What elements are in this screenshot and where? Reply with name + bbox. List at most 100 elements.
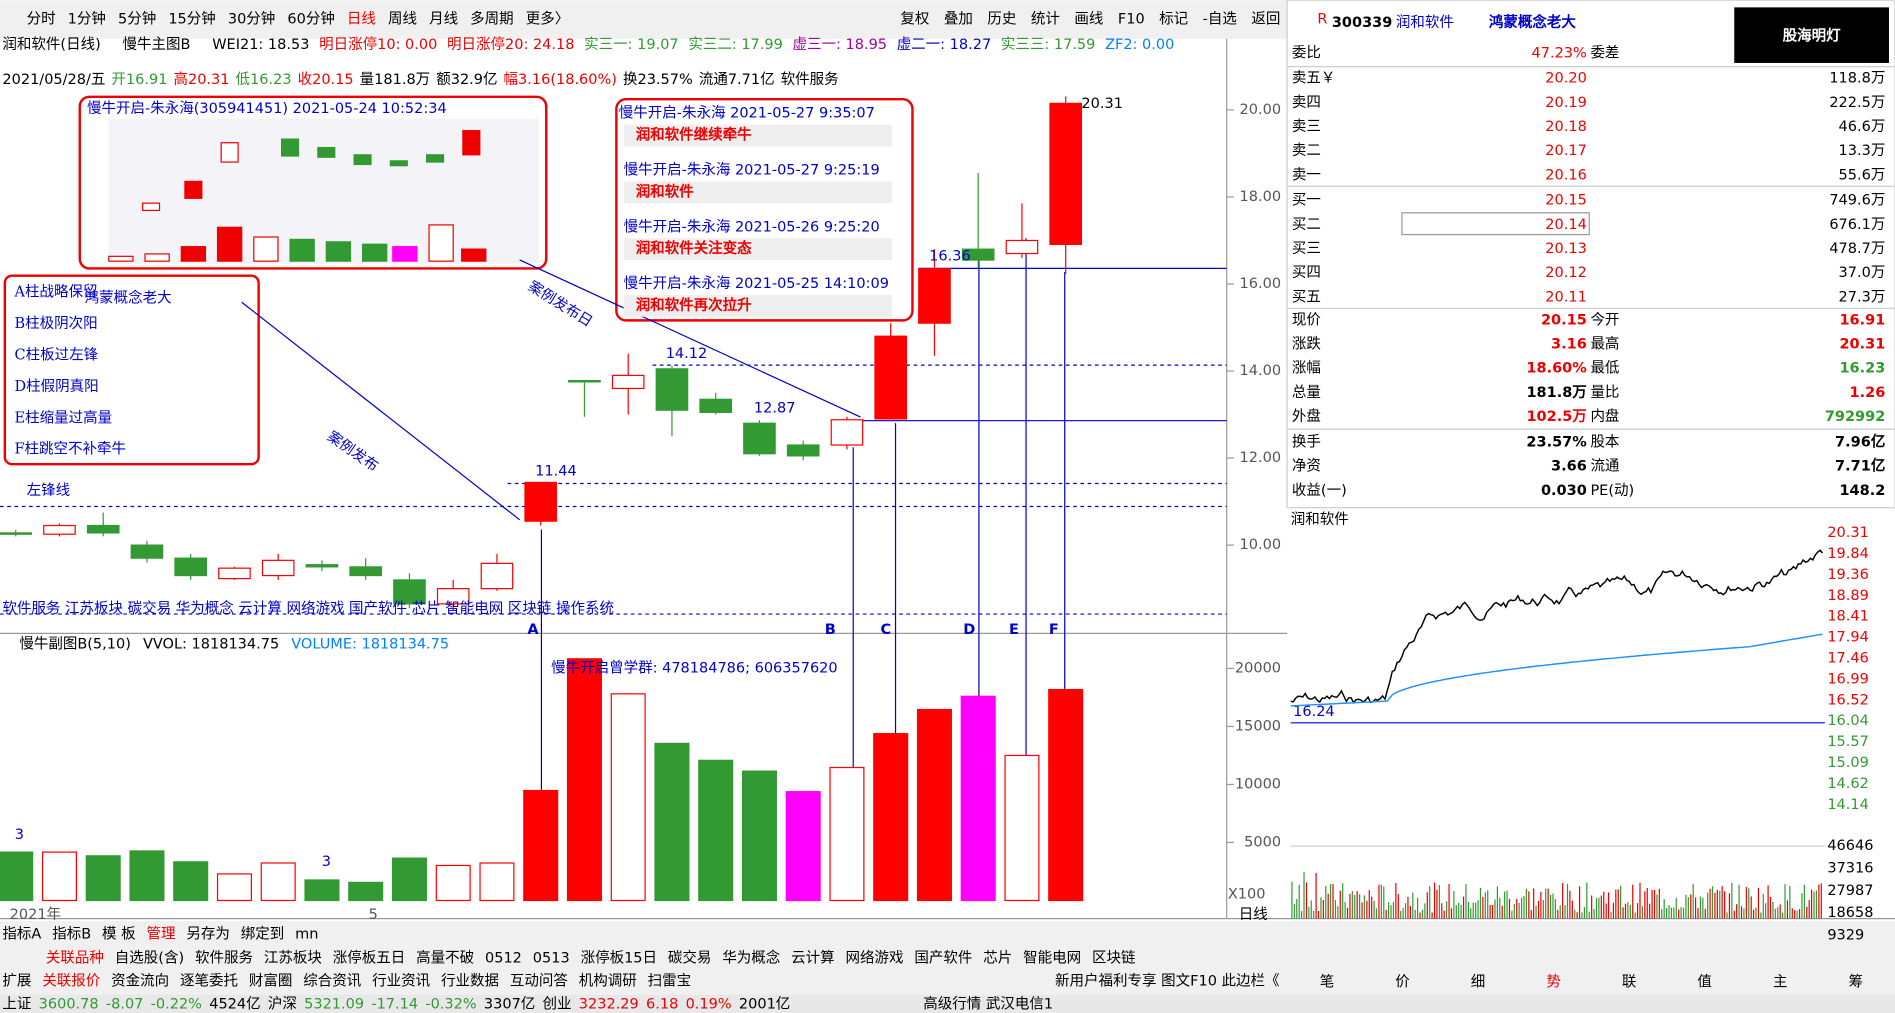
book-volume: 222.5万: [1829, 95, 1885, 111]
side-tab[interactable]: 细: [1471, 974, 1486, 991]
bottom-tab[interactable]: 0513: [533, 950, 570, 966]
side-tab[interactable]: 笔: [1320, 974, 1335, 991]
tool-button[interactable]: 返回: [1251, 10, 1280, 27]
side-tab[interactable]: 筹: [1848, 974, 1863, 991]
book-price: 20.13: [1545, 241, 1587, 257]
bottom-tab[interactable]: 软件服务: [195, 949, 253, 966]
period-tab[interactable]: 周线: [388, 10, 417, 27]
period-tab[interactable]: 月线: [429, 10, 458, 27]
arrows: [241, 238, 1066, 791]
bottom-tab[interactable]: 管理: [147, 925, 176, 942]
legend-line: B柱极阴次阳: [15, 315, 98, 332]
bottom-tab[interactable]: 综合资讯: [303, 972, 361, 989]
period-tab[interactable]: 60分钟: [287, 10, 334, 27]
bottom-tab[interactable]: 模 板: [102, 924, 136, 942]
candle-body: [830, 419, 864, 446]
bottom-tab[interactable]: 关联品种: [46, 949, 104, 966]
candle-body: [174, 557, 208, 577]
y-tick-label: 20.00: [1240, 102, 1282, 118]
side-tab[interactable]: 联: [1622, 974, 1637, 991]
side-tab[interactable]: 价: [1395, 975, 1410, 991]
status-item: 6.18: [646, 996, 678, 1012]
stat-value: 7.96亿: [1835, 432, 1885, 450]
stat-label: 涨跌: [1292, 336, 1322, 353]
bottom-tab[interactable]: 财富圈: [249, 971, 292, 989]
period-label: 日线: [1239, 906, 1268, 923]
period-tab[interactable]: 多周期: [470, 10, 513, 27]
book-price: 20.16: [1545, 167, 1587, 183]
bottom-tab[interactable]: 互动问答: [510, 972, 568, 989]
stock-name: 润和软件: [1396, 14, 1454, 31]
stat-value: 16.91: [1839, 312, 1885, 328]
period-tab[interactable]: 分时: [27, 10, 56, 27]
bottom-tab[interactable]: 扫雷宝: [648, 972, 692, 989]
period-tab[interactable]: 30分钟: [228, 10, 275, 27]
tool-button[interactable]: 历史: [987, 10, 1016, 27]
bottom-tab[interactable]: 国产软件: [914, 949, 972, 966]
bottom-tab[interactable]: 绑定到: [241, 925, 284, 942]
book-label: 买二: [1292, 216, 1321, 233]
stat-label: 涨幅: [1292, 360, 1321, 377]
bottom-tab[interactable]: 涨停板五日: [333, 948, 406, 966]
bottom-tab[interactable]: mn: [295, 926, 318, 942]
intraday-price: 16.04: [1827, 713, 1869, 729]
tool-button[interactable]: 复权: [900, 9, 929, 27]
tool-button[interactable]: F10: [1118, 11, 1145, 27]
intraday-price: 14.14: [1827, 797, 1869, 813]
bottom-tab[interactable]: 另存为: [186, 925, 230, 942]
candle-body: [43, 524, 76, 535]
bottom-tab[interactable]: 行业资讯: [372, 972, 430, 989]
bottom-tab[interactable]: 关联报价: [42, 972, 100, 989]
period-tab[interactable]: 15分钟: [168, 10, 215, 27]
thumb-volume: [361, 243, 388, 262]
tool-button[interactable]: 叠加: [944, 10, 973, 27]
bottom-tab[interactable]: 逐笔委托: [180, 972, 238, 989]
bottom-tab[interactable]: 智能电网: [1023, 949, 1081, 966]
intraday-volume: 18658: [1827, 905, 1873, 921]
status-item: 3600.78: [39, 996, 99, 1012]
side-tab[interactable]: 主: [1773, 974, 1788, 991]
book-label: 卖四: [1292, 94, 1321, 111]
bottom-tab[interactable]: 指标A: [2, 925, 41, 942]
bottom-tab[interactable]: 区块链: [1092, 949, 1136, 966]
bottom-tab[interactable]: 机构调研: [579, 972, 637, 989]
book-price: 20.12: [1545, 265, 1587, 281]
bottom-tab[interactable]: 云计算: [791, 949, 835, 966]
tool-button[interactable]: 标记: [1159, 10, 1188, 27]
bottom-tab[interactable]: 网络游戏: [846, 949, 904, 966]
candle-body: [874, 335, 908, 420]
side-tab[interactable]: 值: [1697, 974, 1712, 991]
bottom-tab[interactable]: 高量不破: [416, 949, 474, 966]
bottom-tab[interactable]: 芯片: [983, 949, 1012, 966]
bottom-tab[interactable]: 碳交易: [668, 948, 711, 966]
bottom-tab[interactable]: 行业数据: [441, 972, 499, 989]
bottom-tab[interactable]: 0512: [485, 950, 522, 966]
legend-line: F柱跳空不补牵牛: [15, 441, 127, 458]
book-label: 卖五￥: [1292, 70, 1336, 87]
stat-value: 3.66: [1551, 459, 1587, 475]
bottom-tab[interactable]: 自选股(含): [115, 949, 184, 966]
period-tab[interactable]: 更多〉: [526, 10, 569, 27]
bottom-tab[interactable]: 涨停板15日: [581, 948, 657, 966]
bottom-tab[interactable]: 华为概念: [722, 948, 780, 966]
bottom-tab[interactable]: 江苏板块: [264, 948, 322, 966]
message-time: 慢牛开启-朱永海 2021-05-27 9:35:07: [619, 105, 875, 122]
price-label: 11.44: [535, 463, 577, 479]
thumb-candle: [389, 160, 408, 167]
bottom-tab[interactable]: 扩展: [2, 972, 31, 989]
period-tab[interactable]: 日线: [347, 10, 376, 27]
bottom-tab[interactable]: 资金流向: [111, 972, 169, 989]
bottom-tab[interactable]: 指标B: [52, 925, 91, 942]
stat-label: 流通: [1590, 458, 1619, 475]
sidebar-links[interactable]: 新用户福利专享 图文F10 此边栏《: [1055, 972, 1280, 989]
period-tab[interactable]: 5分钟: [118, 10, 156, 27]
tool-button[interactable]: 统计: [1031, 10, 1060, 27]
volume-bar: [873, 733, 909, 902]
ohlc-item: 流通7.71亿: [699, 71, 775, 88]
period-tab[interactable]: 1分钟: [68, 10, 106, 27]
side-tab[interactable]: 势: [1546, 974, 1561, 991]
tool-button[interactable]: -自选: [1203, 10, 1237, 27]
message-strip: [623, 181, 892, 204]
volume-bar: [960, 695, 996, 902]
tool-button[interactable]: 画线: [1074, 10, 1103, 27]
